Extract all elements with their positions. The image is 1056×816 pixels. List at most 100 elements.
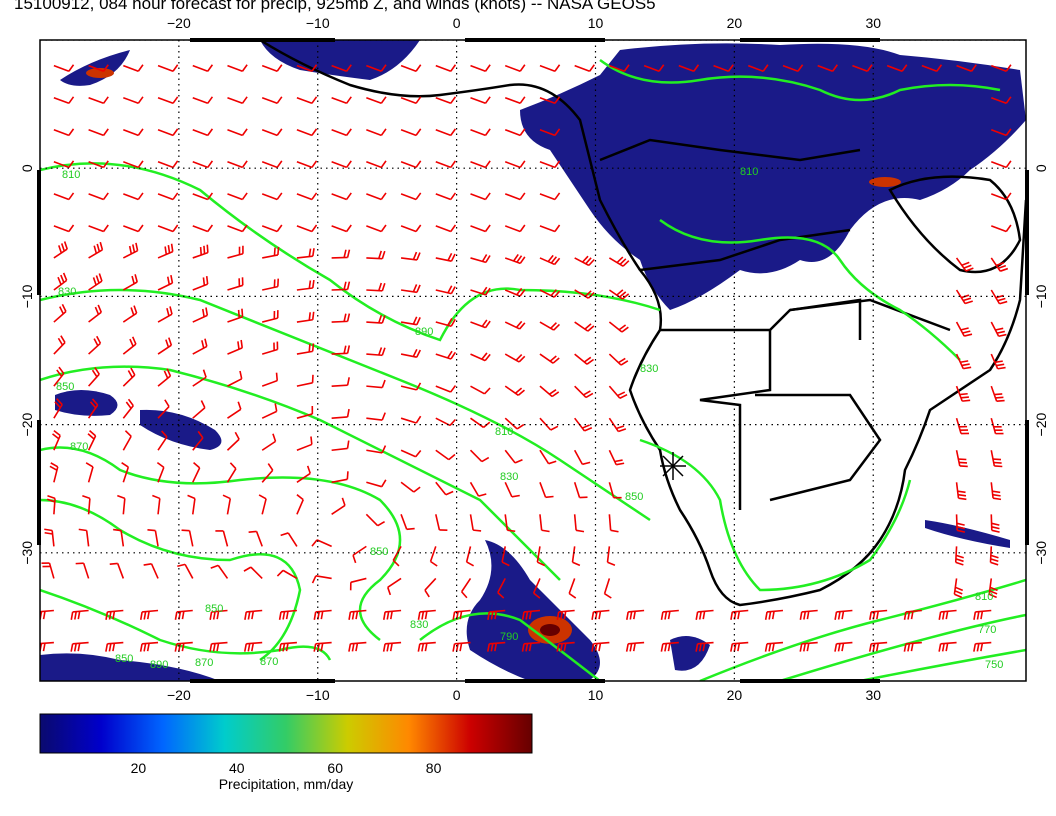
wind-barb (938, 641, 957, 652)
wind-barb (280, 532, 298, 547)
wind-barb (261, 160, 283, 169)
frame-edge-bar (190, 38, 335, 42)
wind-barb (296, 160, 318, 169)
frame-edge-bar (740, 38, 880, 42)
wind-barb (400, 128, 422, 137)
frame-edge-bar (465, 679, 605, 683)
wind-barb (261, 463, 274, 483)
wind-barb (123, 96, 144, 105)
wind-barb (261, 341, 279, 355)
wind-barb (991, 160, 1012, 169)
wind-barb (608, 514, 619, 533)
longitude-tick-label: 30 (865, 15, 881, 31)
wind-barb (85, 462, 94, 483)
wind-barb (88, 160, 109, 169)
wind-barb (382, 641, 402, 652)
contour-label: 810 (62, 169, 80, 181)
longitude-tick-label: 10 (588, 15, 604, 31)
wind-barb (886, 64, 908, 73)
colorbar-gradient-bar (39, 713, 533, 754)
coastline-madagascar (888, 175, 1022, 274)
wind-barb (53, 160, 75, 169)
wind-barb (122, 367, 136, 387)
wind-barb (470, 96, 491, 105)
wind-barb (227, 277, 244, 291)
wind-barb (764, 641, 784, 652)
wind-barb (834, 641, 853, 652)
wind-barb (174, 641, 193, 652)
wind-barb (261, 192, 283, 201)
longitude-tick-label: −20 (167, 15, 191, 31)
wind-barb (574, 64, 595, 73)
wind-barb (990, 482, 1002, 501)
wind-barb (568, 578, 577, 599)
wind-barb (157, 160, 179, 169)
wind-barb (990, 353, 1006, 370)
wind-barb (608, 321, 629, 333)
wind-barb (573, 482, 588, 499)
wind-barb (157, 224, 179, 233)
wind-barb (296, 128, 318, 137)
wind-barb (70, 641, 89, 652)
wind-barb (192, 369, 207, 387)
contour-label: 830 (500, 471, 518, 483)
wind-barb (470, 254, 491, 264)
wind-barb (88, 224, 109, 233)
wind-barb (695, 641, 714, 652)
wind-barb (192, 128, 214, 137)
wind-barb (504, 449, 523, 464)
frame-edge-bar (740, 679, 880, 683)
wind-barb (608, 256, 630, 267)
wind-barb (988, 578, 998, 599)
wind-barb (400, 348, 422, 358)
wind-barb (331, 160, 352, 169)
wind-barb (296, 494, 304, 515)
wind-barb (608, 289, 630, 300)
contour-labels: 810 830 850 870 890 810 830 850 870 850 … (56, 166, 1003, 671)
wind-barb (248, 530, 263, 547)
precip-core-south-atlantic-inner (540, 624, 560, 636)
wind-barb (157, 337, 173, 355)
wind-barb (574, 289, 595, 299)
wind-barb (278, 609, 297, 620)
wind-barb (990, 514, 1000, 533)
border-central-africa (599, 138, 861, 162)
wind-barb (504, 481, 520, 498)
wind-barb (955, 417, 970, 435)
wind-barb (956, 64, 977, 73)
wind-barb (539, 254, 561, 266)
latitude-tick-label: −10 (19, 284, 35, 308)
wind-barb (366, 282, 386, 292)
wind-barb (606, 546, 616, 566)
wind-barb (262, 310, 279, 323)
wind-barb (105, 641, 124, 652)
wind-barb (78, 528, 90, 547)
wind-barb (296, 279, 315, 291)
wind-barb (435, 385, 457, 393)
wind-barb (262, 246, 280, 259)
wind-barb (331, 313, 351, 323)
wind-barb (331, 377, 350, 387)
wind-barb (44, 528, 55, 547)
contour-label: 870 (260, 656, 278, 668)
wind-barb (504, 64, 526, 73)
wind-barb (955, 353, 972, 370)
wind-barb (435, 317, 456, 327)
wind-barb (226, 431, 240, 451)
wind-barb (574, 385, 594, 399)
contour-line-8 (699, 578, 1026, 681)
wind-barb (817, 64, 838, 73)
wind-barb (192, 400, 206, 419)
wind-barb (87, 430, 97, 451)
wind-barb (88, 64, 109, 73)
wind-barb (504, 160, 526, 169)
wind-barb (501, 546, 510, 567)
wind-barb (209, 641, 228, 652)
wind-barb (504, 287, 526, 297)
wind-barb (157, 368, 172, 387)
wind-barb (143, 563, 159, 579)
wind-barb (487, 641, 506, 652)
wind-barb (192, 192, 214, 201)
wind-barb (366, 224, 387, 233)
wind-barb (157, 64, 179, 73)
